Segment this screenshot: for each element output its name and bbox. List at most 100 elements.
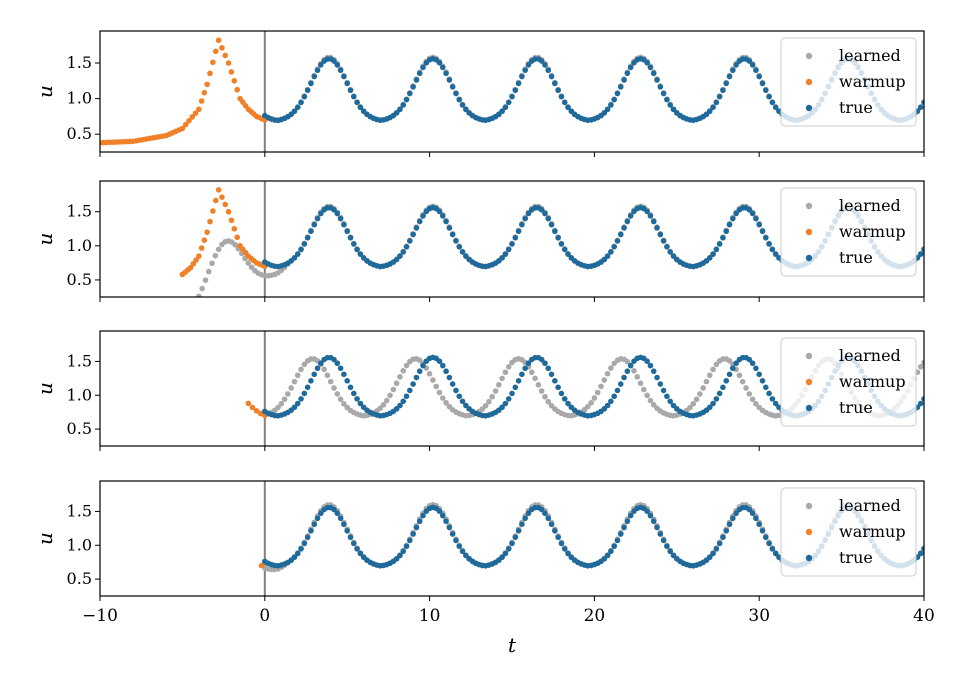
learned-point (492, 388, 499, 394)
true-point (301, 540, 308, 547)
true-point (657, 231, 664, 238)
true-point (753, 515, 759, 522)
true-point (446, 524, 453, 531)
true-point (650, 70, 657, 77)
true-point (650, 368, 657, 375)
true-point (449, 381, 456, 387)
true-point (726, 73, 733, 80)
true-point (509, 93, 515, 100)
warmup-point (204, 81, 210, 88)
true-point (311, 221, 318, 228)
true-point (611, 393, 617, 400)
true-point (555, 534, 561, 541)
true-point (393, 110, 400, 116)
true-point (552, 378, 558, 384)
learned-point (608, 365, 614, 371)
true-point (291, 404, 298, 411)
true-point (667, 102, 674, 108)
true-point (617, 531, 624, 537)
legend-label-warmup: warmup (839, 522, 906, 541)
learned-point (205, 268, 212, 275)
legend-label-warmup: warmup (839, 222, 906, 241)
true-point (463, 106, 469, 113)
true-point (647, 64, 654, 71)
warmup-point (234, 234, 240, 241)
true-point (545, 67, 552, 74)
true-point (499, 404, 505, 411)
true-point (706, 554, 713, 561)
warmup-point (249, 404, 256, 411)
true-point (542, 210, 548, 217)
true-point (654, 374, 660, 381)
learned-point (436, 389, 443, 396)
learned-point (585, 403, 591, 410)
true-point (657, 84, 664, 90)
true-point (446, 225, 453, 231)
true-point (726, 521, 733, 528)
true-point (499, 255, 505, 261)
true-point (657, 381, 664, 387)
true-point (311, 371, 318, 378)
true-point (420, 64, 426, 71)
true-point (617, 231, 624, 238)
learned-point (598, 383, 604, 390)
true-point (304, 384, 311, 391)
true-point (548, 73, 555, 80)
y-axis-label: u (33, 233, 57, 246)
learned-point (528, 369, 535, 376)
legend-marker-true (805, 404, 813, 412)
true-point (522, 365, 528, 372)
true-point (354, 99, 360, 106)
true-point (720, 234, 726, 241)
true-point (753, 67, 759, 74)
true-point (291, 108, 298, 115)
y-tick-label: 0.5 (67, 569, 92, 588)
true-point (505, 396, 512, 402)
true-point (624, 368, 631, 375)
true-point (509, 540, 515, 547)
learned-point (601, 377, 608, 383)
true-point (407, 537, 413, 544)
true-point (294, 400, 301, 407)
true-point (304, 234, 311, 241)
true-point (769, 396, 776, 402)
warmup-point (186, 118, 192, 124)
warmup-point (245, 400, 252, 407)
learned-point (703, 378, 710, 385)
true-point (515, 80, 522, 87)
true-point (502, 104, 509, 111)
true-point (604, 253, 611, 259)
series-warmup (258, 562, 265, 569)
learned-point (199, 285, 205, 292)
true-point (723, 528, 730, 534)
true-point (291, 255, 298, 261)
true-point (308, 528, 314, 534)
true-point (749, 62, 756, 68)
y-tick-label: 1.5 (67, 53, 92, 72)
legend: learned warmup true (780, 337, 917, 427)
true-point (298, 246, 304, 253)
true-point (611, 244, 617, 250)
true-point (558, 390, 565, 397)
learned-point (486, 398, 492, 405)
true-point (604, 552, 611, 559)
true-point (660, 238, 667, 244)
true-point (756, 221, 762, 228)
true-point (439, 512, 446, 519)
learned-point (430, 377, 436, 383)
learned-point (545, 398, 552, 405)
true-point (545, 365, 552, 372)
true-point (624, 518, 631, 525)
true-point (664, 543, 670, 550)
true-point (608, 398, 614, 405)
warmup-point (222, 52, 229, 59)
true-point (759, 80, 766, 87)
true-point (749, 360, 756, 367)
true-point (298, 396, 304, 402)
true-point (334, 510, 341, 517)
true-point (459, 102, 466, 108)
learned-point (489, 393, 496, 400)
x-tick-label: −10 (82, 606, 118, 626)
learned-point (624, 358, 631, 365)
true-point (733, 210, 739, 217)
